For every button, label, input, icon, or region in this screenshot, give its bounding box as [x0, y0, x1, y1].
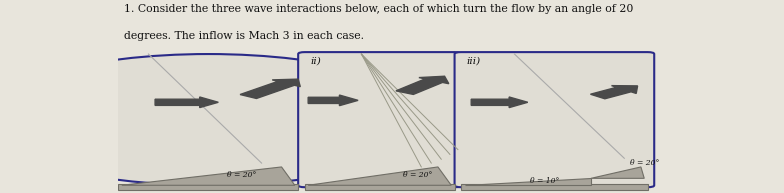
FancyArrow shape	[155, 97, 218, 108]
Text: θ = 10°: θ = 10°	[530, 177, 559, 185]
Bar	[118, 184, 298, 190]
Text: 1. Consider the three wave interactions below, each of which turn the flow by an: 1. Consider the three wave interactions …	[124, 4, 633, 14]
FancyArrow shape	[396, 76, 448, 94]
FancyBboxPatch shape	[298, 52, 461, 187]
FancyArrow shape	[590, 86, 637, 99]
Polygon shape	[308, 167, 452, 185]
Polygon shape	[591, 167, 644, 178]
Text: ii): ii)	[310, 57, 321, 66]
Text: θ = 20°: θ = 20°	[630, 159, 659, 167]
Circle shape	[0, 54, 434, 185]
Bar	[461, 184, 648, 190]
Text: θ = 20°: θ = 20°	[403, 171, 433, 179]
FancyArrow shape	[308, 95, 358, 106]
FancyArrow shape	[471, 97, 528, 108]
FancyBboxPatch shape	[455, 52, 654, 187]
Polygon shape	[122, 167, 295, 185]
Text: degrees. The inflow is Mach 3 in each case.: degrees. The inflow is Mach 3 in each ca…	[124, 31, 364, 41]
FancyArrow shape	[240, 79, 300, 98]
Polygon shape	[465, 178, 591, 185]
Text: θ = 20°: θ = 20°	[227, 171, 256, 179]
Text: iii): iii)	[466, 57, 481, 66]
Bar	[305, 184, 455, 190]
